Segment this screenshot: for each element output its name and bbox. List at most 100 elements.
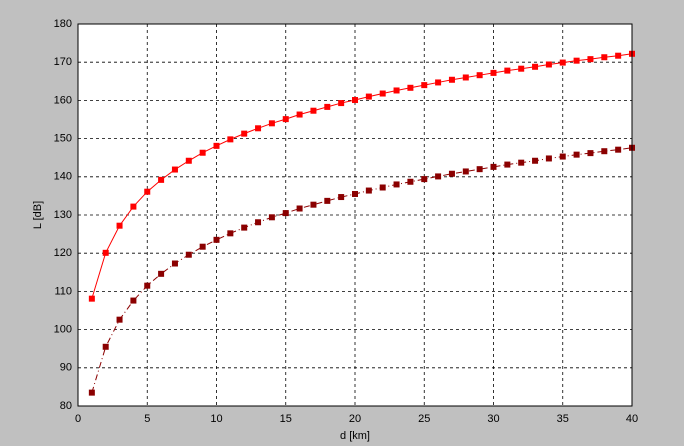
marker	[199, 243, 206, 250]
y-tick-label: 140	[54, 171, 72, 183]
marker	[545, 61, 552, 68]
marker	[268, 120, 275, 127]
marker	[462, 74, 469, 81]
y-tick-label: 100	[54, 324, 72, 336]
marker	[490, 69, 497, 76]
marker	[504, 67, 511, 74]
y-tick-label: 160	[54, 94, 72, 106]
marker	[130, 203, 137, 210]
y-tick-label: 110	[54, 285, 72, 297]
y-tick-label: 80	[60, 400, 72, 412]
y-tick-label: 90	[60, 362, 72, 374]
marker	[601, 148, 608, 155]
marker	[421, 176, 428, 183]
marker	[310, 107, 317, 114]
marker	[241, 130, 248, 137]
marker	[559, 59, 566, 66]
marker	[282, 210, 289, 217]
marker	[407, 178, 414, 185]
x-tick-label: 35	[557, 413, 569, 425]
x-tick-label: 0	[75, 413, 81, 425]
marker	[88, 295, 95, 302]
marker	[504, 161, 511, 168]
x-tick-label: 30	[487, 413, 499, 425]
marker	[227, 230, 234, 237]
marker	[421, 82, 428, 89]
marker	[490, 163, 497, 170]
marker	[448, 76, 455, 83]
marker	[365, 93, 372, 100]
marker	[587, 56, 594, 63]
marker	[518, 159, 525, 166]
marker	[615, 52, 622, 59]
marker	[324, 197, 331, 204]
marker	[282, 116, 289, 123]
marker	[435, 79, 442, 86]
marker	[213, 142, 220, 149]
marker	[601, 54, 608, 61]
marker	[102, 249, 109, 256]
marker	[379, 184, 386, 191]
marker	[448, 170, 455, 177]
marker	[352, 97, 358, 104]
marker	[158, 270, 165, 277]
marker	[116, 222, 123, 229]
marker	[171, 166, 178, 173]
y-axis-label: L [dB]	[32, 201, 44, 229]
marker	[268, 214, 275, 221]
plot-frame	[77, 23, 633, 407]
x-tick-label: 20	[349, 413, 361, 425]
x-tick-label: 25	[418, 413, 430, 425]
y-tick-label: 120	[54, 247, 72, 259]
marker	[518, 65, 525, 72]
x-axis-label: d [km]	[340, 430, 370, 442]
marker	[379, 90, 386, 97]
marker	[185, 251, 192, 258]
marker	[352, 190, 358, 197]
marker	[462, 168, 469, 175]
marker	[144, 188, 151, 195]
series-line	[91, 53, 633, 299]
marker	[171, 260, 178, 267]
marker	[476, 72, 483, 79]
marker	[255, 125, 262, 132]
marker	[310, 201, 317, 208]
x-tick-label: 5	[144, 413, 150, 425]
marker	[296, 205, 303, 212]
marker	[532, 63, 539, 70]
x-tick-label: 10	[210, 413, 222, 425]
marker	[185, 157, 192, 164]
marker	[88, 389, 95, 396]
marker	[407, 84, 414, 91]
marker	[213, 236, 220, 243]
marker	[338, 100, 345, 107]
y-tick-label: 150	[54, 133, 72, 145]
marker	[393, 87, 400, 94]
marker	[158, 176, 165, 183]
marker	[435, 173, 442, 180]
marker	[587, 150, 594, 157]
marker	[241, 224, 248, 231]
marker	[393, 181, 400, 188]
marker	[227, 136, 234, 143]
y-tick-label: 170	[54, 56, 72, 68]
y-tick-label: 180	[54, 18, 72, 30]
x-tick-label: 40	[626, 413, 638, 425]
marker	[559, 153, 566, 160]
marker	[365, 187, 372, 194]
marker	[199, 149, 206, 156]
marker	[476, 166, 483, 173]
marker	[296, 111, 303, 118]
x-tick-label: 15	[280, 413, 292, 425]
marker	[573, 57, 580, 64]
y-tick-label: 130	[54, 209, 72, 221]
marker	[144, 282, 151, 289]
marker	[255, 219, 262, 226]
marker	[116, 316, 123, 323]
marker	[338, 194, 345, 201]
marker	[102, 343, 109, 350]
marker	[573, 151, 580, 158]
marker	[324, 103, 331, 110]
series-line	[91, 147, 633, 393]
marker	[532, 157, 539, 164]
